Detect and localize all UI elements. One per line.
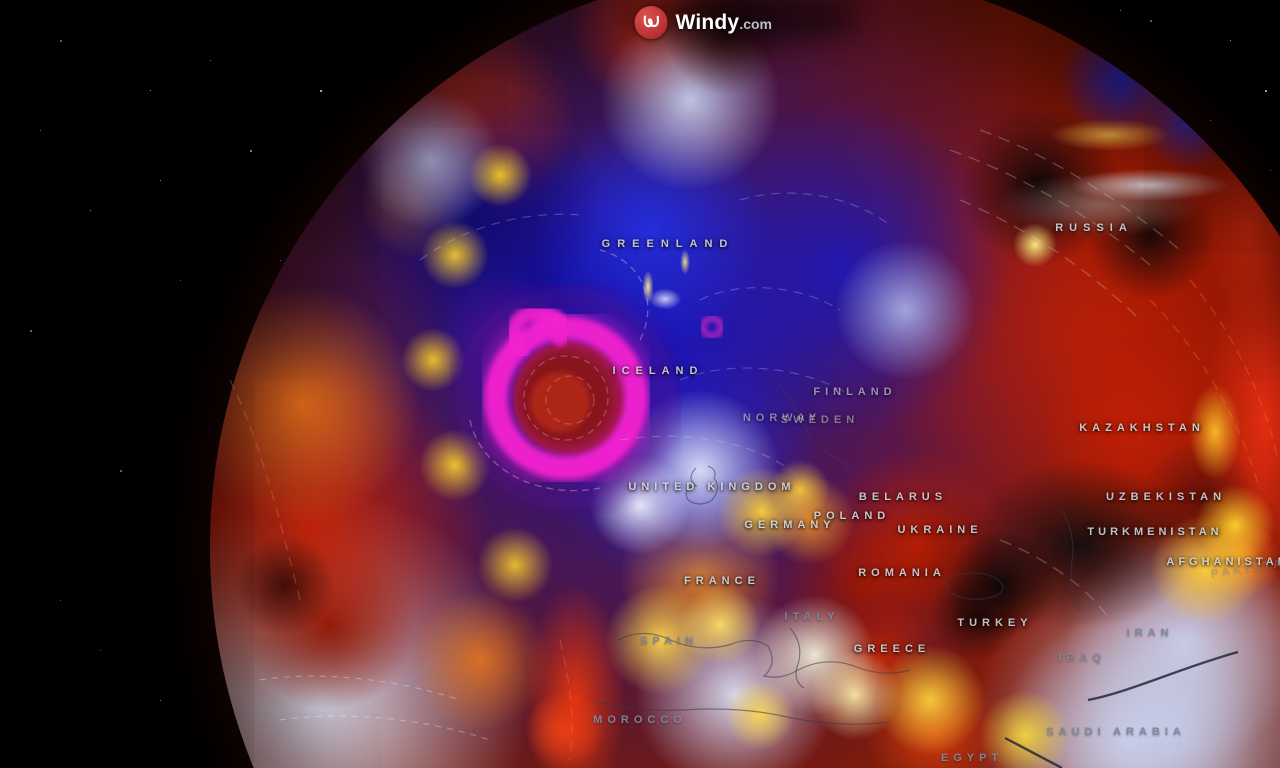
star — [1120, 10, 1121, 11]
star — [180, 280, 181, 281]
star — [60, 40, 62, 42]
windy-logo[interactable]: Windy.com — [635, 6, 773, 39]
star — [120, 470, 122, 472]
star — [40, 130, 41, 131]
windy-swirl-icon — [635, 6, 668, 39]
star — [100, 650, 101, 651]
star — [280, 260, 281, 261]
brand-text: Windy.com — [676, 11, 773, 35]
globe[interactable] — [210, 0, 1280, 768]
brand-name: Windy — [676, 11, 740, 34]
star — [30, 330, 32, 332]
star — [1265, 90, 1267, 92]
star — [1270, 170, 1271, 171]
star — [60, 600, 61, 601]
star — [90, 210, 91, 211]
windy-globe-view: GREENLAND ICELAND RUSSIA FINLAND NORWAY SWEDE… — [0, 0, 1280, 768]
star — [1230, 40, 1231, 41]
star — [1210, 120, 1211, 121]
star — [320, 90, 322, 92]
star — [160, 180, 161, 181]
star — [1150, 20, 1152, 22]
star — [250, 150, 252, 152]
star — [160, 700, 161, 701]
brand-suffix: .com — [739, 16, 772, 32]
star — [150, 90, 151, 91]
star — [210, 60, 211, 61]
